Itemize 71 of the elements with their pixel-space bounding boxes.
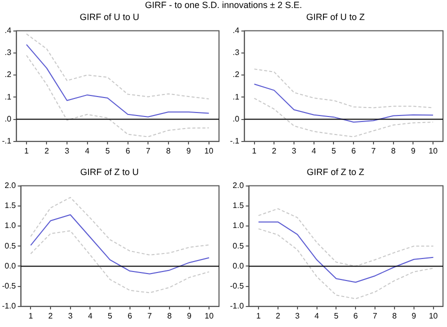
y-tick-label: .0	[4, 114, 12, 124]
x-tick-label: 5	[332, 146, 337, 156]
x-tick-label: 4	[85, 146, 90, 156]
x-tick-label: 1	[28, 311, 34, 320]
y-tick-label: 2.0	[4, 181, 16, 190]
x-tick-label: 2	[276, 311, 281, 320]
x-tick-label: 3	[64, 146, 70, 156]
x-tick-label: 8	[166, 146, 172, 156]
x-tick-label: 6	[126, 146, 131, 156]
y-tick-label: 2.0	[232, 181, 244, 190]
y-tick-label: 0.0	[232, 261, 244, 270]
y-tick-label: 1.5	[232, 201, 244, 210]
x-tick-label: 1	[256, 311, 262, 320]
x-tick-label: 1	[24, 146, 30, 156]
y-tick-label: .1	[4, 92, 12, 102]
x-tick-label: 7	[372, 311, 378, 320]
y-tick-label: 1.5	[4, 201, 16, 210]
x-tick-label: 6	[351, 146, 356, 156]
y-tick-label: .3	[4, 48, 12, 58]
x-tick-label: 10	[428, 146, 438, 156]
x-tick-label: 10	[204, 146, 214, 156]
x-tick-label: 1	[252, 146, 258, 156]
x-tick-label: 3	[292, 146, 297, 156]
y-tick-label: .2	[4, 70, 12, 80]
y-tick-label: -1.0	[230, 302, 244, 311]
y-tick-label: -.1	[230, 136, 240, 146]
chart-title: GIRF of Z to U	[80, 166, 139, 177]
chart-subtitle: GIRF - to one S.D. innovations ± 2 S.E.	[144, 0, 303, 10]
x-tick-label: 5	[334, 311, 339, 320]
y-tick-label: -0.5	[230, 282, 244, 291]
y-tick-label: .4	[232, 26, 240, 36]
x-tick-label: 9	[186, 146, 192, 156]
x-tick-label: 8	[391, 146, 396, 156]
y-tick-label: -1.0	[2, 302, 16, 311]
y-tick-label: 0.5	[232, 241, 244, 250]
chart-title: GIRF of U to Z	[306, 12, 366, 22]
y-tick-label: 0.0	[4, 261, 16, 270]
x-tick-label: 2	[48, 311, 54, 320]
y-tick-label: .2	[232, 70, 240, 80]
x-tick-label: 8	[392, 311, 398, 320]
y-tick-label: 0.5	[4, 241, 16, 250]
x-tick-label: 4	[314, 311, 320, 320]
y-tick-label: -0.5	[2, 282, 16, 291]
x-tick-label: 6	[353, 311, 358, 320]
chart-title: GIRF of Z to Z	[306, 166, 365, 177]
x-tick-label: 2	[272, 146, 277, 156]
x-tick-label: 10	[428, 311, 438, 320]
x-tick-label: 9	[410, 146, 416, 156]
x-tick-label: 2	[44, 146, 50, 156]
x-tick-label: 8	[167, 311, 172, 320]
x-tick-label: 7	[146, 146, 151, 156]
x-tick-label: 7	[147, 311, 152, 320]
x-tick-label: 9	[187, 311, 192, 320]
x-tick-label: 9	[412, 311, 417, 320]
x-tick-label: 6	[128, 311, 133, 320]
y-tick-label: .3	[232, 48, 240, 58]
x-tick-label: 7	[371, 146, 376, 156]
y-tick-label: 1.0	[4, 221, 16, 230]
y-tick-label: 1.0	[232, 221, 244, 230]
chart-title: GIRF of U to U	[80, 12, 140, 22]
x-tick-label: 3	[68, 311, 74, 320]
x-tick-label: 5	[105, 146, 110, 156]
y-tick-label: .4	[4, 26, 12, 36]
x-tick-label: 4	[312, 146, 317, 156]
y-tick-label: -.1	[2, 136, 12, 146]
x-tick-label: 5	[108, 311, 113, 320]
x-tick-label: 10	[204, 311, 214, 320]
x-tick-label: 4	[88, 311, 93, 320]
x-tick-label: 3	[295, 311, 300, 320]
y-tick-label: .1	[232, 92, 240, 102]
y-tick-label: .0	[232, 114, 240, 124]
